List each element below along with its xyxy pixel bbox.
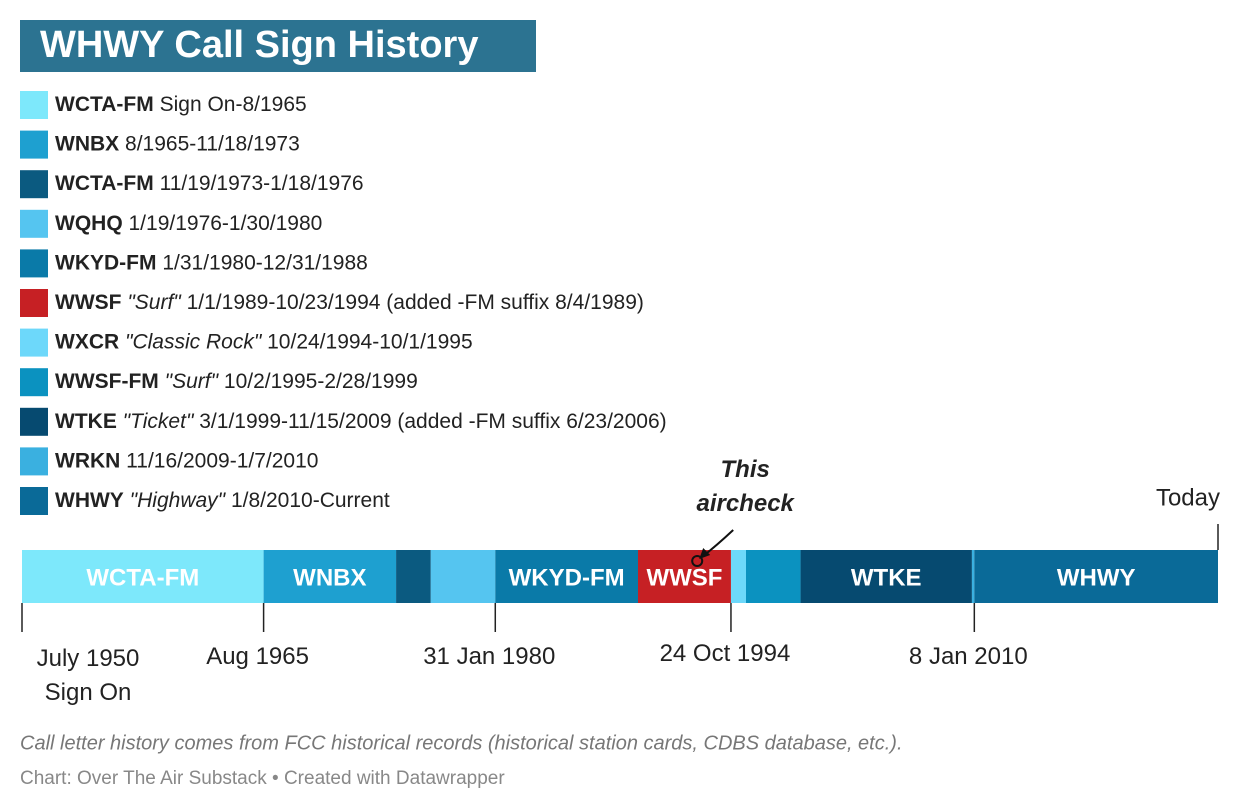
- x-tick-label: 31 Jan 1980: [423, 643, 555, 670]
- legend-swatch: [20, 170, 48, 199]
- segment-label: WHWY: [1057, 564, 1136, 591]
- note: Call letter history comes from FCC histo…: [20, 732, 903, 754]
- legend-entry: WKYD-FM 1/31/1980-12/31/1988: [55, 251, 368, 274]
- legend-name: WHWY: [55, 489, 124, 512]
- legend-swatch: [20, 328, 48, 357]
- legend-swatch: [20, 289, 48, 317]
- timeline-segment: [730, 550, 746, 603]
- legend-dates: 11/16/2009-1/7/2010: [126, 449, 318, 472]
- timeline-segment: [971, 550, 975, 603]
- legend-dates: 1/19/1976-1/30/1980: [129, 211, 323, 234]
- segment-label: WWSF: [646, 564, 722, 591]
- segment-label: WCTA-FM: [86, 564, 199, 591]
- x-tick-label: 24 Oct 1994: [660, 640, 791, 667]
- legend-name: WKYD-FM: [55, 251, 156, 274]
- legend-name: WNBX: [55, 132, 119, 155]
- legend-dates: 10/24/1994-10/1/1995: [267, 330, 473, 353]
- legend-nickname: "Surf": [165, 370, 220, 393]
- legend-dates: 3/1/1999-11/15/2009 (added -FM suffix 6/…: [199, 409, 666, 432]
- legend-swatch: [20, 209, 48, 238]
- legend-dates: 1/8/2010-Current: [231, 489, 390, 512]
- chart-title: WHWY Call Sign History: [40, 24, 478, 66]
- legend-swatch: [20, 130, 48, 159]
- legend-entry: WTKE "Ticket" 3/1/1999-11/15/2009 (added…: [55, 409, 667, 432]
- legend-name: WTKE: [55, 409, 117, 432]
- legend-dates: Sign On-8/1965: [160, 93, 307, 116]
- source: Chart: Over The Air Substack • Created w…: [20, 768, 505, 789]
- annotation-arrowhead: [699, 548, 711, 559]
- annotation: This aircheck: [696, 456, 795, 517]
- timeline-segment: [800, 550, 972, 603]
- legend-dates: 1/1/1989-10/23/1994 (added -FM suffix 8/…: [187, 291, 644, 314]
- legend-dates: 1/31/1980-12/31/1988: [162, 251, 368, 274]
- legend-name: WWSF: [55, 291, 122, 314]
- legend-entry: WNBX 8/1965-11/18/1973: [55, 132, 300, 155]
- annotation-point: [691, 555, 704, 567]
- title-background: [20, 20, 536, 72]
- legend-swatch: [20, 249, 48, 278]
- legend-name: WXCR: [55, 330, 119, 353]
- legend-nickname: "Classic Rock": [125, 330, 263, 353]
- legend-dates: 8/1965-11/18/1973: [125, 132, 300, 155]
- legend-nickname: "Ticket": [123, 409, 195, 432]
- legend-entry: WCTA-FM 11/19/1973-1/18/1976: [55, 172, 364, 195]
- x-tick-label: July 1950 Sign On: [37, 645, 140, 706]
- legend-dates: 11/19/1973-1/18/1976: [160, 172, 364, 195]
- legend-entry: WHWY "Highway" 1/8/2010-Current: [55, 489, 390, 512]
- timeline-segment: [396, 550, 431, 603]
- legend-entry: WQHQ 1/19/1976-1/30/1980: [55, 211, 322, 234]
- legend-name: WRKN: [55, 449, 120, 472]
- x-tick-label: 8 Jan 2010: [909, 643, 1028, 670]
- legend-swatch: [20, 91, 48, 119]
- legend-entry: WWSF "Surf" 1/1/1989-10/23/1994 (added -…: [55, 291, 644, 314]
- timeline-segment: [638, 550, 731, 603]
- legend-entry: WRKN 11/16/2009-1/7/2010: [55, 449, 318, 472]
- legend-swatch: [20, 447, 48, 476]
- legend-swatch: [20, 487, 48, 515]
- legend-name: WWSF-FM: [55, 370, 159, 393]
- x-tick-label: Aug 1965: [206, 643, 309, 670]
- legend-entry: WCTA-FM Sign On-8/1965: [55, 93, 307, 116]
- legend-name: WQHQ: [55, 211, 123, 234]
- legend-entry: WXCR "Classic Rock" 10/24/1994-10/1/1995: [55, 330, 473, 353]
- legend-swatch: [20, 368, 48, 397]
- legend-swatch: [20, 407, 48, 436]
- timeline-segment: [746, 550, 801, 603]
- timeline-segment: [495, 550, 638, 603]
- legend-nickname: "Highway": [130, 489, 227, 512]
- timeline-segment: [263, 550, 397, 603]
- legend-nickname: "Surf": [127, 291, 182, 314]
- legend-dates: 10/2/1995-2/28/1999: [224, 370, 418, 393]
- timeline-segment: [430, 550, 496, 603]
- segment-label: WNBX: [293, 564, 366, 591]
- legend-name: WCTA-FM: [55, 93, 154, 116]
- timeline-segment: [22, 550, 264, 603]
- legend-name: WCTA-FM: [55, 172, 154, 195]
- timeline-segment: [974, 550, 1218, 603]
- end-label: Today: [1156, 484, 1220, 511]
- segment-label: WTKE: [851, 564, 922, 591]
- legend-entry: WWSF-FM "Surf" 10/2/1995-2/28/1999: [55, 370, 418, 393]
- segment-label: WKYD-FM: [509, 564, 625, 591]
